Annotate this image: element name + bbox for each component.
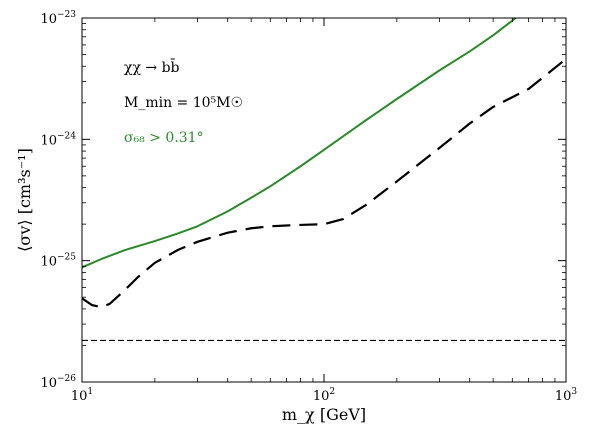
x-axis-label: m_χ [GeV]	[282, 405, 366, 424]
y-tick-label-3: 10−23	[40, 10, 76, 27]
annotation-channel: χχ → bb̄	[124, 58, 180, 76]
annotation-mmin: M_min = 10⁵M☉	[124, 95, 243, 111]
x-tick-label-1: 102	[313, 387, 335, 404]
annotation-sigma68: σ₆₈ > 0.31°	[124, 130, 204, 146]
x-tick-label-0: 101	[71, 387, 93, 404]
y-tick-label-2: 10−24	[40, 131, 76, 148]
y-axis-label: ⟨σv⟩ [cm³s⁻¹]	[15, 148, 34, 252]
x-tick-label-2: 103	[555, 387, 578, 404]
series-line-0	[82, 18, 517, 269]
series-layer	[82, 18, 566, 342]
y-tick-label-0: 10−26	[40, 374, 76, 391]
tick-layer: 101 102 103 10−26 10−25 10−24 10−23	[40, 10, 577, 404]
y-tick-label-1: 10−25	[40, 253, 76, 270]
series-line-1	[82, 58, 566, 309]
